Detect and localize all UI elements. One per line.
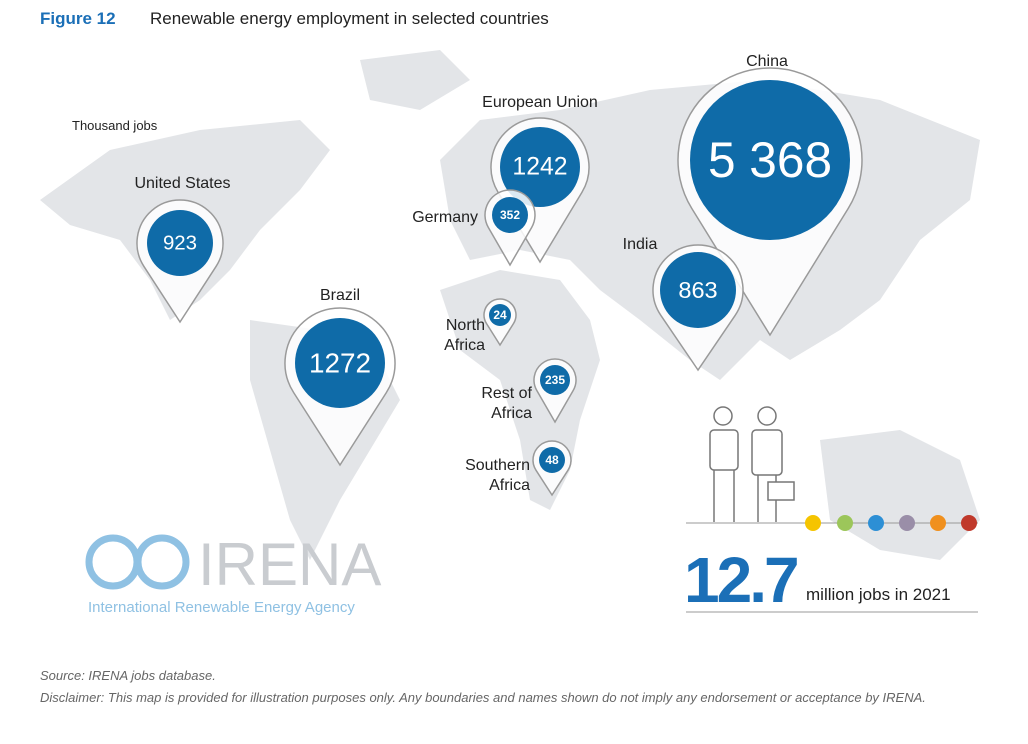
total-value: 12.7 [684, 544, 797, 616]
pin-circle [539, 447, 565, 473]
pin-value: 923 [163, 232, 197, 255]
pin-circle [690, 80, 850, 240]
pin-label: United States [134, 175, 231, 192]
pin-value: 235 [545, 373, 565, 387]
pin-label: China [746, 53, 788, 70]
figure-title: Renewable energy employment in selected … [150, 9, 549, 28]
logo-ring [85, 534, 141, 590]
pin-circle [489, 304, 511, 326]
pin-circle [492, 197, 528, 233]
logo: IRENA International Renewable Energy Age… [85, 531, 381, 616]
pin-label: Southern Africa [465, 457, 530, 494]
unit-label: Thousand jobs [72, 118, 158, 133]
energy-icons [805, 515, 977, 531]
pin-circle [147, 210, 213, 276]
pin-label: European Union [482, 94, 598, 111]
logo-full-name: International Renewable Energy Agency [88, 599, 355, 616]
pin-value: 352 [500, 208, 520, 222]
workers-icon [709, 406, 795, 522]
pin-circle [660, 252, 736, 328]
total-label: million jobs in 2021 [806, 585, 951, 604]
pin-label: Rest of Africa [481, 385, 532, 422]
pin-value: 1242 [512, 154, 567, 181]
pin-value: 1272 [309, 348, 371, 379]
disclaimer: Disclaimer: This map is provided for ill… [40, 690, 926, 705]
pin-label: Germany [412, 209, 478, 226]
pin-value: 863 [678, 277, 717, 303]
pin-circle [500, 127, 580, 207]
pin-circle [540, 365, 570, 395]
pin-label: India [622, 236, 658, 253]
pin-value: 24 [493, 308, 507, 322]
pin-value: 48 [545, 453, 559, 467]
logo-ring [134, 534, 190, 590]
logo-name: IRENA [198, 531, 381, 598]
pin-value: 5 368 [708, 132, 832, 188]
pin-label: Brazil [319, 287, 360, 304]
source-note: Source: IRENA jobs database. [40, 668, 216, 683]
pin-label: North Africa [444, 317, 485, 354]
pin-circle [295, 318, 385, 408]
figure-label: Figure 12 [40, 9, 116, 28]
